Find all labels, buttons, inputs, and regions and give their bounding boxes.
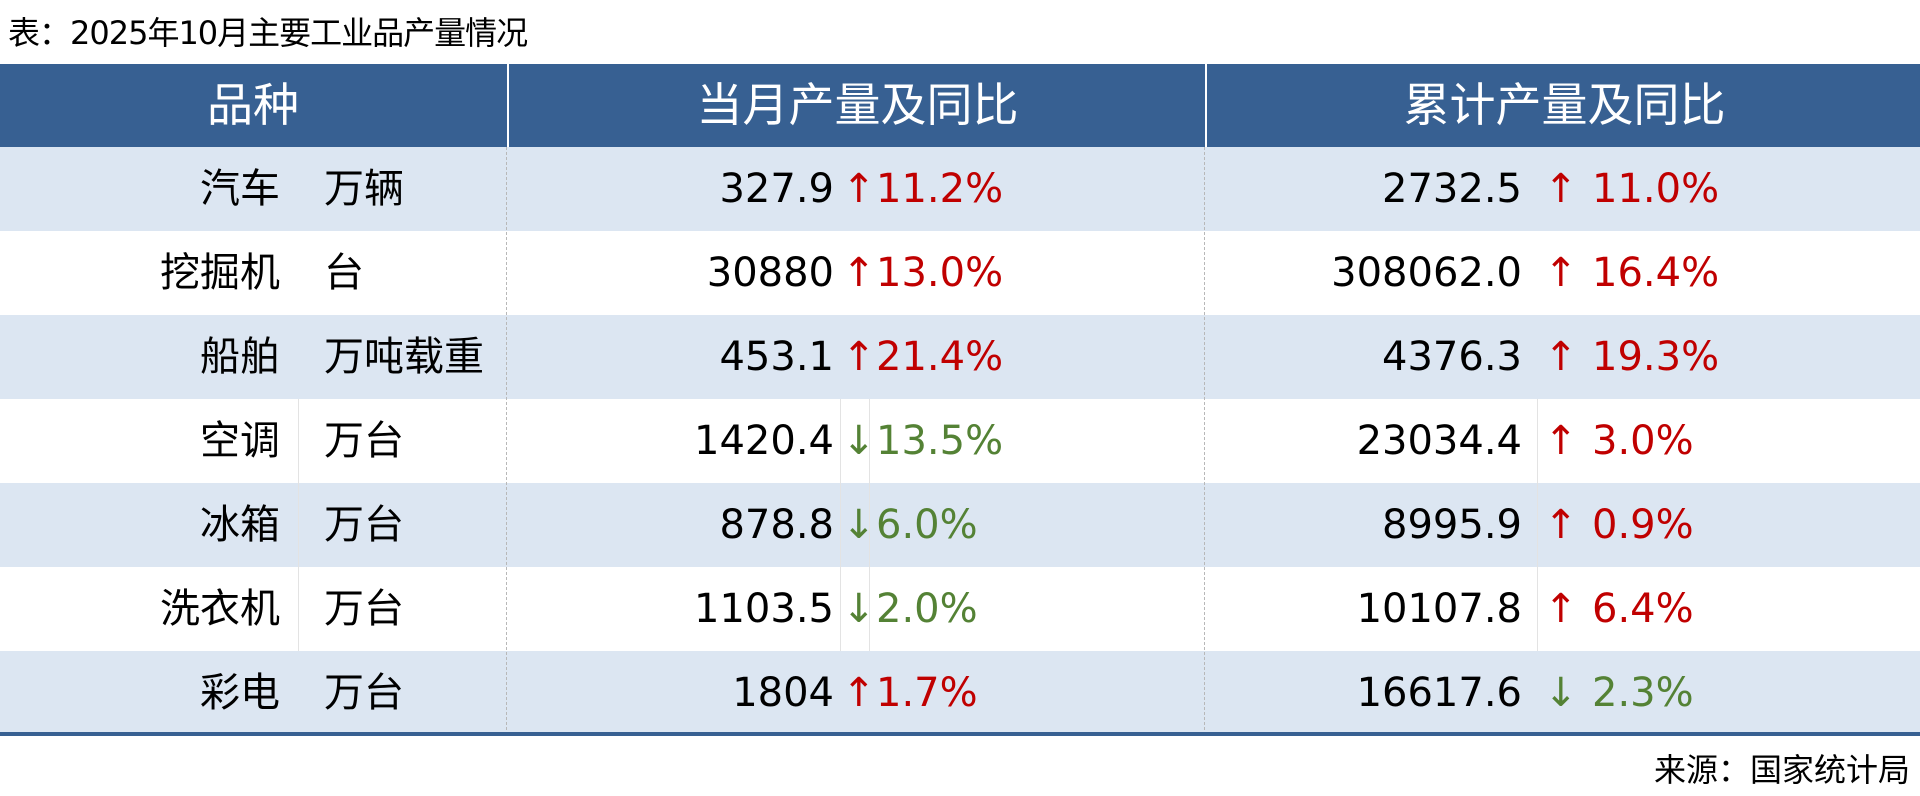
cell-border xyxy=(840,399,841,483)
cumulative-yoy: 2.3% xyxy=(1592,670,1694,716)
variety-unit: 万台 xyxy=(324,586,404,632)
cell-border xyxy=(298,483,299,567)
table-row: 汽车 万辆 327.9 ↑ 11.2% 2732.5 ↑ 11.0% xyxy=(0,147,1920,231)
cumulative-value: 2732.5 xyxy=(1382,166,1522,212)
arrow-up-icon: ↑ xyxy=(1544,166,1578,212)
variety-name: 洗衣机 xyxy=(160,586,280,632)
table-header: 品种 当月产量及同比 累计产量及同比 xyxy=(0,64,1920,147)
table-row: 彩电 万台 1804 ↑ 1.7% 16617.6 ↓ 2.3% xyxy=(0,651,1920,735)
cell-border xyxy=(840,483,841,567)
monthly-value: 878.8 xyxy=(719,502,834,548)
cell-border xyxy=(1537,399,1538,483)
arrow-up-icon: ↑ xyxy=(842,334,876,380)
production-table: 品种 当月产量及同比 累计产量及同比 汽车 万辆 327.9 ↑ 11.2% 2732.5… xyxy=(0,64,1920,735)
arrow-down-icon: ↓ xyxy=(842,502,876,548)
variety-name: 挖掘机 xyxy=(160,250,280,296)
variety-name: 空调 xyxy=(200,418,280,464)
variety-unit: 万辆 xyxy=(324,166,404,212)
cell-border xyxy=(869,567,870,651)
monthly-yoy: 13.5% xyxy=(876,418,1004,464)
monthly-value: 30880 xyxy=(706,250,834,296)
cumulative-value: 308062.0 xyxy=(1331,250,1522,296)
cumulative-yoy: 0.9% xyxy=(1592,502,1694,548)
cumulative-value: 16617.6 xyxy=(1356,670,1522,716)
arrow-up-icon: ↑ xyxy=(842,166,876,212)
monthly-yoy: 13.0% xyxy=(876,250,1004,296)
variety-name: 船舶 xyxy=(200,334,280,380)
variety-unit: 万台 xyxy=(324,670,404,716)
cumulative-yoy: 3.0% xyxy=(1592,418,1694,464)
cell-border xyxy=(298,567,299,651)
cell-border xyxy=(298,399,299,483)
table-bottom-border xyxy=(0,732,1920,736)
source-note: 来源：国家统计局 xyxy=(1653,751,1910,789)
variety-unit: 万台 xyxy=(324,418,404,464)
cell-border xyxy=(869,483,870,567)
cell-border xyxy=(840,567,841,651)
cumulative-value: 8995.9 xyxy=(1382,502,1522,548)
cumulative-value: 23034.4 xyxy=(1356,418,1522,464)
table-title: 表：2025年10月主要工业品产量情况 xyxy=(8,14,528,52)
arrow-up-icon: ↑ xyxy=(1544,334,1578,380)
arrow-up-icon: ↑ xyxy=(1544,586,1578,632)
monthly-yoy: 11.2% xyxy=(876,166,1004,212)
cell-border xyxy=(869,399,870,483)
cumulative-value: 10107.8 xyxy=(1356,586,1522,632)
arrow-down-icon: ↓ xyxy=(842,418,876,464)
table-row: 洗衣机 万台 1103.5 ↓ 2.0% 10107.8 ↑ 6.4% xyxy=(0,567,1920,651)
cumulative-yoy: 16.4% xyxy=(1592,250,1720,296)
monthly-yoy: 21.4% xyxy=(876,334,1004,380)
cell-border xyxy=(1537,567,1538,651)
table-row: 船舶 万吨载重 453.1 ↑ 21.4% 4376.3 ↑ 19.3% xyxy=(0,315,1920,399)
table-row: 空调 万台 1420.4 ↓ 13.5% 23034.4 ↑ 3.0% xyxy=(0,399,1920,483)
variety-name: 彩电 xyxy=(200,670,280,716)
monthly-value: 1420.4 xyxy=(694,418,834,464)
variety-name: 汽车 xyxy=(200,166,280,212)
header-monthly: 当月产量及同比 xyxy=(507,64,1206,147)
arrow-down-icon: ↓ xyxy=(1544,670,1578,716)
arrow-up-icon: ↑ xyxy=(1544,502,1578,548)
variety-unit: 台 xyxy=(324,250,364,296)
variety-unit: 万台 xyxy=(324,502,404,548)
table-row: 冰箱 万台 878.8 ↓ 6.0% 8995.9 ↑ 0.9% xyxy=(0,483,1920,567)
variety-name: 冰箱 xyxy=(200,502,280,548)
monthly-value: 1103.5 xyxy=(694,586,834,632)
monthly-value: 1804 xyxy=(732,670,834,716)
column-divider xyxy=(506,147,507,735)
arrow-up-icon: ↑ xyxy=(1544,418,1578,464)
monthly-value: 327.9 xyxy=(719,166,834,212)
cumulative-yoy: 6.4% xyxy=(1592,586,1694,632)
cumulative-yoy: 19.3% xyxy=(1592,334,1720,380)
column-divider xyxy=(1204,147,1205,735)
monthly-yoy: 6.0% xyxy=(876,502,978,548)
variety-unit: 万吨载重 xyxy=(324,334,484,380)
cumulative-value: 4376.3 xyxy=(1382,334,1522,380)
cell-border xyxy=(1537,483,1538,567)
arrow-up-icon: ↑ xyxy=(1544,250,1578,296)
arrow-down-icon: ↓ xyxy=(842,586,876,632)
cumulative-yoy: 11.0% xyxy=(1592,166,1720,212)
header-cumulative: 累计产量及同比 xyxy=(1205,64,1920,147)
header-variety: 品种 xyxy=(207,78,299,132)
arrow-up-icon: ↑ xyxy=(842,670,876,716)
table-row: 挖掘机台 30880 ↑ 13.0% 308062.0 ↑ 16.4% xyxy=(0,231,1920,315)
arrow-up-icon: ↑ xyxy=(842,250,876,296)
monthly-value: 453.1 xyxy=(719,334,834,380)
monthly-yoy: 2.0% xyxy=(876,586,978,632)
monthly-yoy: 1.7% xyxy=(876,670,978,716)
